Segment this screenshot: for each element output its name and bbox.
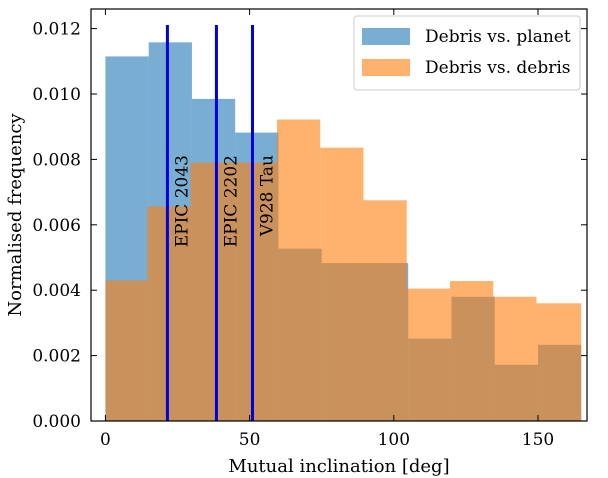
bar-debris-vs-debris <box>536 303 582 421</box>
bar-debris-vs-debris <box>277 119 321 422</box>
legend-swatch <box>362 28 410 45</box>
bar-debris-vs-debris <box>406 288 451 421</box>
y-tick-label: 0.004 <box>32 281 81 301</box>
legend-label: Debris vs. debris <box>425 58 571 78</box>
y-tick-label: 0.002 <box>32 347 81 367</box>
bar-debris-vs-debris <box>450 281 494 421</box>
reference-lines-layer: EPIC 2043 EPIC 2202 V928 Tau <box>165 25 277 421</box>
bar-debris-vs-debris <box>363 200 407 421</box>
y-tick-label: 0.012 <box>32 20 81 40</box>
reference-line-label: V928 Tau <box>257 155 277 237</box>
x-tick-label: 150 <box>522 430 554 450</box>
x-axis-label: Mutual inclination [deg] <box>228 456 449 477</box>
bar-debris-vs-debris <box>233 162 277 421</box>
bar-debris-vs-debris <box>493 296 537 421</box>
y-tick-label: 0.010 <box>32 85 81 105</box>
bars-layer <box>105 42 582 422</box>
x-tick-label: 0 <box>100 430 111 450</box>
legend-box <box>353 15 581 91</box>
ticks-layer: 0 50 100 150 0.000 0.002 0.004 0.006 0.008 0.010 0… <box>32 9 587 450</box>
legend-label: Debris vs. planet <box>425 27 571 47</box>
reference-line-label: EPIC 2043 <box>172 155 192 247</box>
y-axis-label: Normalised frequency <box>5 113 26 317</box>
x-tick-label: 100 <box>378 430 410 450</box>
bar-debris-vs-debris <box>320 147 364 421</box>
y-tick-label: 0.006 <box>32 216 81 236</box>
y-tick-label: 0.008 <box>32 150 81 170</box>
reference-line-label: EPIC 2202 <box>221 155 241 247</box>
y-tick-label: 0.000 <box>32 412 81 432</box>
plot-frame <box>90 8 588 422</box>
legend-swatch <box>362 59 410 76</box>
x-tick-label: 50 <box>239 430 261 450</box>
legend: Debris vs. planet Debris vs. debris <box>353 15 581 91</box>
bar-debris-vs-debris <box>190 162 234 421</box>
bar-debris-vs-debris <box>105 280 148 421</box>
